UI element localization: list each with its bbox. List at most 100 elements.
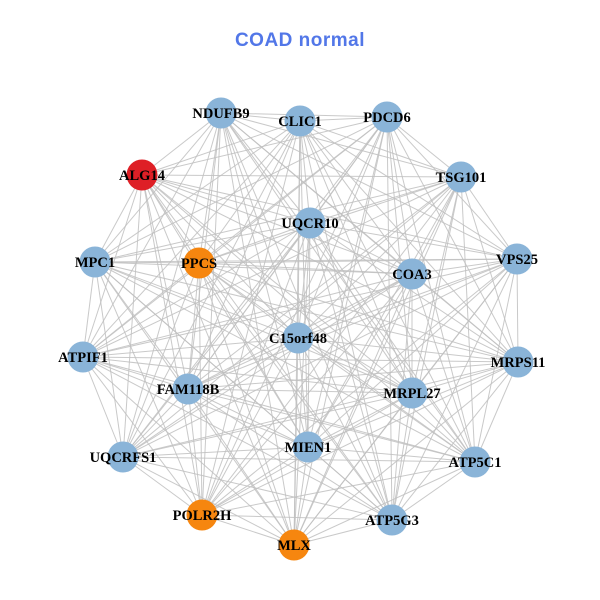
edge bbox=[293, 519, 393, 546]
edge bbox=[386, 116, 462, 178]
edge bbox=[309, 222, 519, 363]
node-MIEN1: MIEN1 bbox=[285, 431, 331, 463]
edge bbox=[201, 461, 476, 516]
node-circle-VPS25 bbox=[501, 243, 533, 275]
edge bbox=[141, 120, 301, 176]
edge bbox=[411, 176, 462, 275]
edge bbox=[411, 273, 519, 363]
edge bbox=[201, 112, 222, 516]
edge bbox=[82, 356, 519, 363]
node-label-MPC1: MPC1 bbox=[75, 255, 115, 271]
edge bbox=[82, 356, 393, 521]
edge bbox=[299, 120, 413, 394]
node-label-POLR2H: POLR2H bbox=[173, 508, 233, 524]
edge bbox=[122, 116, 388, 458]
edge bbox=[82, 273, 413, 358]
node-ALG14: ALG14 bbox=[119, 159, 165, 191]
node-circle-COA3 bbox=[396, 258, 428, 290]
edge bbox=[297, 337, 413, 394]
edge bbox=[82, 112, 222, 358]
edge bbox=[187, 262, 200, 390]
edge bbox=[201, 446, 309, 516]
edge bbox=[297, 258, 518, 339]
node-MRPL27: MRPL27 bbox=[383, 377, 441, 409]
edge bbox=[299, 120, 519, 363]
node-CLIC1: CLIC1 bbox=[278, 105, 322, 137]
edge bbox=[307, 446, 476, 463]
edge bbox=[293, 116, 388, 546]
edge bbox=[198, 120, 301, 264]
edge bbox=[198, 262, 476, 463]
node-circle-MPC1 bbox=[79, 246, 111, 278]
edge bbox=[411, 392, 476, 463]
edge bbox=[82, 262, 200, 358]
edge bbox=[297, 116, 388, 339]
node-label-C15orf48: C15orf48 bbox=[269, 331, 327, 347]
node-circle-MIEN1 bbox=[292, 431, 324, 463]
edge bbox=[122, 392, 413, 458]
edge bbox=[141, 174, 393, 521]
node-COA3: COA3 bbox=[392, 258, 432, 290]
edge bbox=[201, 514, 393, 521]
edge bbox=[122, 273, 413, 458]
node-circle-UQCR10 bbox=[294, 207, 326, 239]
edge bbox=[94, 261, 299, 339]
edge bbox=[187, 120, 301, 390]
edge bbox=[94, 176, 462, 263]
edge bbox=[94, 116, 388, 263]
edge bbox=[201, 514, 295, 546]
node-circle-CLIC1 bbox=[284, 105, 316, 137]
edge bbox=[122, 262, 200, 458]
edge bbox=[299, 120, 518, 260]
edge bbox=[187, 388, 393, 521]
edge bbox=[198, 176, 462, 264]
edge bbox=[82, 337, 299, 358]
edge bbox=[122, 456, 203, 516]
edge bbox=[141, 174, 189, 390]
edge bbox=[201, 120, 301, 516]
node-circle-TSG101 bbox=[445, 161, 477, 193]
node-label-PPCS: PPCS bbox=[181, 256, 217, 272]
edge bbox=[94, 174, 143, 263]
edge bbox=[141, 174, 311, 224]
edge bbox=[187, 388, 309, 448]
edge bbox=[293, 361, 519, 546]
edge bbox=[198, 262, 519, 363]
edge bbox=[187, 337, 299, 390]
node-label-PDCD6: PDCD6 bbox=[363, 110, 411, 126]
edge bbox=[122, 176, 462, 458]
edge bbox=[141, 174, 299, 339]
edge bbox=[293, 392, 413, 546]
node-circle-POLR2H bbox=[186, 499, 218, 531]
node-FAM118B: FAM118B bbox=[157, 373, 220, 405]
edge bbox=[293, 461, 476, 546]
edge bbox=[141, 112, 222, 176]
node-label-MRPS11: MRPS11 bbox=[491, 355, 546, 371]
edge bbox=[297, 337, 476, 463]
edge bbox=[141, 174, 519, 363]
edge bbox=[94, 120, 301, 263]
node-label-MLX: MLX bbox=[277, 538, 311, 554]
edge bbox=[122, 337, 299, 458]
edge bbox=[187, 258, 518, 390]
node-label-UQCR10: UQCR10 bbox=[281, 216, 338, 232]
edge bbox=[307, 176, 462, 448]
edge bbox=[307, 392, 413, 448]
edge bbox=[198, 222, 311, 264]
edge bbox=[391, 258, 518, 521]
edge bbox=[82, 356, 295, 546]
edge bbox=[141, 174, 476, 463]
node-circle-FAM118B bbox=[172, 373, 204, 405]
node-PDCD6: PDCD6 bbox=[363, 101, 411, 133]
edges-layer bbox=[82, 112, 519, 546]
edge bbox=[187, 361, 519, 390]
edge bbox=[82, 356, 413, 394]
edge bbox=[122, 456, 393, 521]
edge bbox=[94, 261, 519, 363]
node-TSG101: TSG101 bbox=[436, 161, 486, 193]
node-label-ATP5C1: ATP5C1 bbox=[449, 455, 502, 471]
node-circle-MRPL27 bbox=[396, 377, 428, 409]
edge bbox=[82, 356, 189, 390]
edge bbox=[307, 258, 518, 448]
edge bbox=[201, 361, 519, 516]
